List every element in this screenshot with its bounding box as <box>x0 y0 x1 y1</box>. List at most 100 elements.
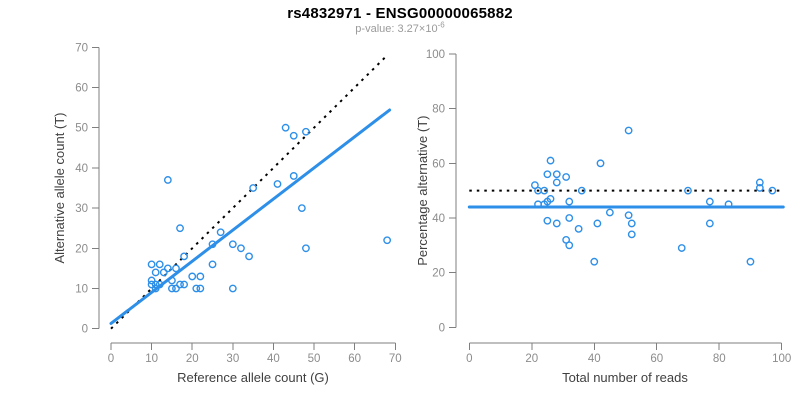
data-point <box>159 268 168 277</box>
x-tick-label: 20 <box>525 353 538 365</box>
data-point <box>540 186 549 195</box>
x-tick-label: 0 <box>108 353 114 365</box>
data-point <box>546 156 555 165</box>
y-tick-label: 80 <box>432 104 445 116</box>
data-point <box>196 284 205 293</box>
data-point <box>163 264 172 273</box>
y-axis-title: Alternative allele count (T) <box>52 112 67 263</box>
data-point <box>562 173 571 181</box>
data-point <box>677 244 686 252</box>
data-point <box>590 257 599 266</box>
x-tick-label: 80 <box>713 353 726 365</box>
data-point <box>147 260 156 269</box>
data-point <box>627 219 636 228</box>
data-point <box>151 280 160 289</box>
data-point <box>627 230 636 239</box>
x-tick-label: 100 <box>772 353 791 365</box>
data-point <box>168 276 176 285</box>
data-point <box>196 272 205 281</box>
x-tick-label: 50 <box>308 353 321 365</box>
data-point <box>172 284 180 293</box>
plot-title: rs4832971 - ENSG00000065882 <box>287 5 513 22</box>
data-point <box>705 219 714 228</box>
data-point <box>163 176 172 184</box>
data-point <box>383 236 392 245</box>
data-point <box>155 280 164 289</box>
y-tick-label: 70 <box>75 42 88 54</box>
data-point <box>180 280 188 289</box>
data-point <box>624 211 633 220</box>
data-point <box>208 260 217 269</box>
regression-line <box>109 108 392 325</box>
y-tick-label: 60 <box>75 83 88 95</box>
y-tick-label: 50 <box>75 123 88 135</box>
x-tick-label: 0 <box>466 353 472 365</box>
data-point <box>565 241 574 250</box>
data-point <box>151 284 160 293</box>
data-point <box>605 208 614 217</box>
x-tick-label: 40 <box>267 353 280 365</box>
data-point <box>565 197 574 206</box>
y-tick-label: 20 <box>75 243 88 255</box>
data-point <box>543 170 552 179</box>
x-tick-label: 60 <box>348 353 361 365</box>
data-point <box>155 260 164 269</box>
x-tick-label: 70 <box>389 353 402 365</box>
data-point <box>168 284 176 293</box>
data-point <box>188 272 197 281</box>
y-tick-label: 0 <box>82 324 88 336</box>
y-tick-label: 40 <box>75 163 88 175</box>
left-scatter-plot: 0 10 20 30 40 50 60 70 0 10 20 30 40 50 60 70 Reference … <box>52 42 402 385</box>
data-point <box>552 178 561 187</box>
data-point <box>289 172 298 180</box>
x-tick-label: 40 <box>588 353 601 365</box>
data-point <box>147 276 156 285</box>
data-point <box>724 200 733 209</box>
pvalue-text: p-value: 3.27×10 <box>355 23 438 35</box>
data-point <box>192 284 201 293</box>
data-point <box>180 252 188 261</box>
x-axis-title: Reference allele count (G) <box>177 370 329 385</box>
plot-subtitle: p-value: 3.27×10-6 <box>0 21 800 35</box>
data-point <box>755 178 764 187</box>
data-point <box>273 180 282 188</box>
data-point <box>684 186 692 195</box>
data-point <box>540 200 549 209</box>
y-axis-title: Percentage alternative (T) <box>415 116 430 266</box>
x-tick-label: 20 <box>186 353 199 365</box>
data-point <box>565 214 574 222</box>
y-tick-label: 40 <box>432 213 445 225</box>
data-point <box>624 126 633 135</box>
data-point <box>228 240 237 249</box>
data-point <box>543 216 552 225</box>
data-point <box>151 268 160 277</box>
y-tick-label: 10 <box>75 284 88 296</box>
data-point <box>249 184 258 192</box>
x-tick-label: 30 <box>226 353 239 365</box>
right-scatter-plot: 0 20 40 60 80 100 0 20 40 60 80 100 Total number of … <box>415 49 791 385</box>
data-point <box>596 159 605 168</box>
data-point <box>552 219 561 228</box>
data-point <box>593 219 602 228</box>
x-tick-label: 60 <box>650 353 663 365</box>
data-point <box>281 123 290 132</box>
data-point <box>552 170 561 179</box>
data-point <box>216 228 225 237</box>
data-point <box>208 240 217 249</box>
y-tick-label: 60 <box>432 158 445 170</box>
y-tick-label: 100 <box>426 49 445 61</box>
data-point <box>577 186 586 195</box>
data-point <box>297 204 306 213</box>
data-point <box>302 244 310 253</box>
data-point <box>245 252 253 261</box>
data-point <box>746 257 755 266</box>
data-point <box>755 184 764 192</box>
data-point <box>176 224 184 233</box>
x-tick-label: 10 <box>145 353 158 365</box>
y-tick-label: 20 <box>432 268 445 280</box>
data-point <box>172 264 180 273</box>
data-point <box>302 127 310 136</box>
data-point <box>546 194 555 203</box>
